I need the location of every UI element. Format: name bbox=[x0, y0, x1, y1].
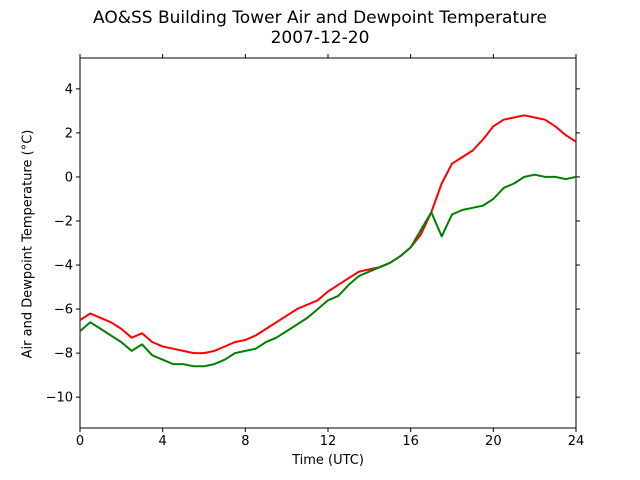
y-tick-label: −8 bbox=[54, 347, 73, 362]
series-layer bbox=[79, 114, 577, 368]
x-tick-label: 20 bbox=[485, 434, 502, 449]
x-tick-label: 8 bbox=[241, 434, 249, 449]
y-axis-label: Air and Dewpoint Temperature (°C) bbox=[20, 129, 36, 359]
x-tick-label: 4 bbox=[159, 434, 167, 449]
y-tick-label: −4 bbox=[54, 259, 73, 274]
series-line-1 bbox=[79, 114, 577, 355]
y-tick-label: −2 bbox=[54, 214, 73, 229]
y-tick-label: 2 bbox=[65, 126, 73, 141]
y-tick-label: −10 bbox=[46, 391, 73, 406]
x-axis-label: Time (UTC) bbox=[292, 453, 364, 468]
plot-area-border bbox=[79, 57, 577, 429]
plot-frame bbox=[79, 57, 577, 429]
y-tick-label: 0 bbox=[65, 170, 73, 185]
x-tick-label: 24 bbox=[568, 434, 585, 449]
chart-subtitle: 2007-12-20 bbox=[270, 28, 370, 48]
y-tick-label: 4 bbox=[65, 82, 73, 97]
chart-title: AO&SS Building Tower Air and Dewpoint Te… bbox=[92, 8, 547, 28]
x-tick-label: 16 bbox=[402, 434, 419, 449]
y-tick-label: −6 bbox=[54, 303, 73, 318]
x-tick-label: 12 bbox=[320, 434, 337, 449]
series-line-2 bbox=[79, 173, 577, 368]
x-tick-label: 0 bbox=[76, 434, 84, 449]
